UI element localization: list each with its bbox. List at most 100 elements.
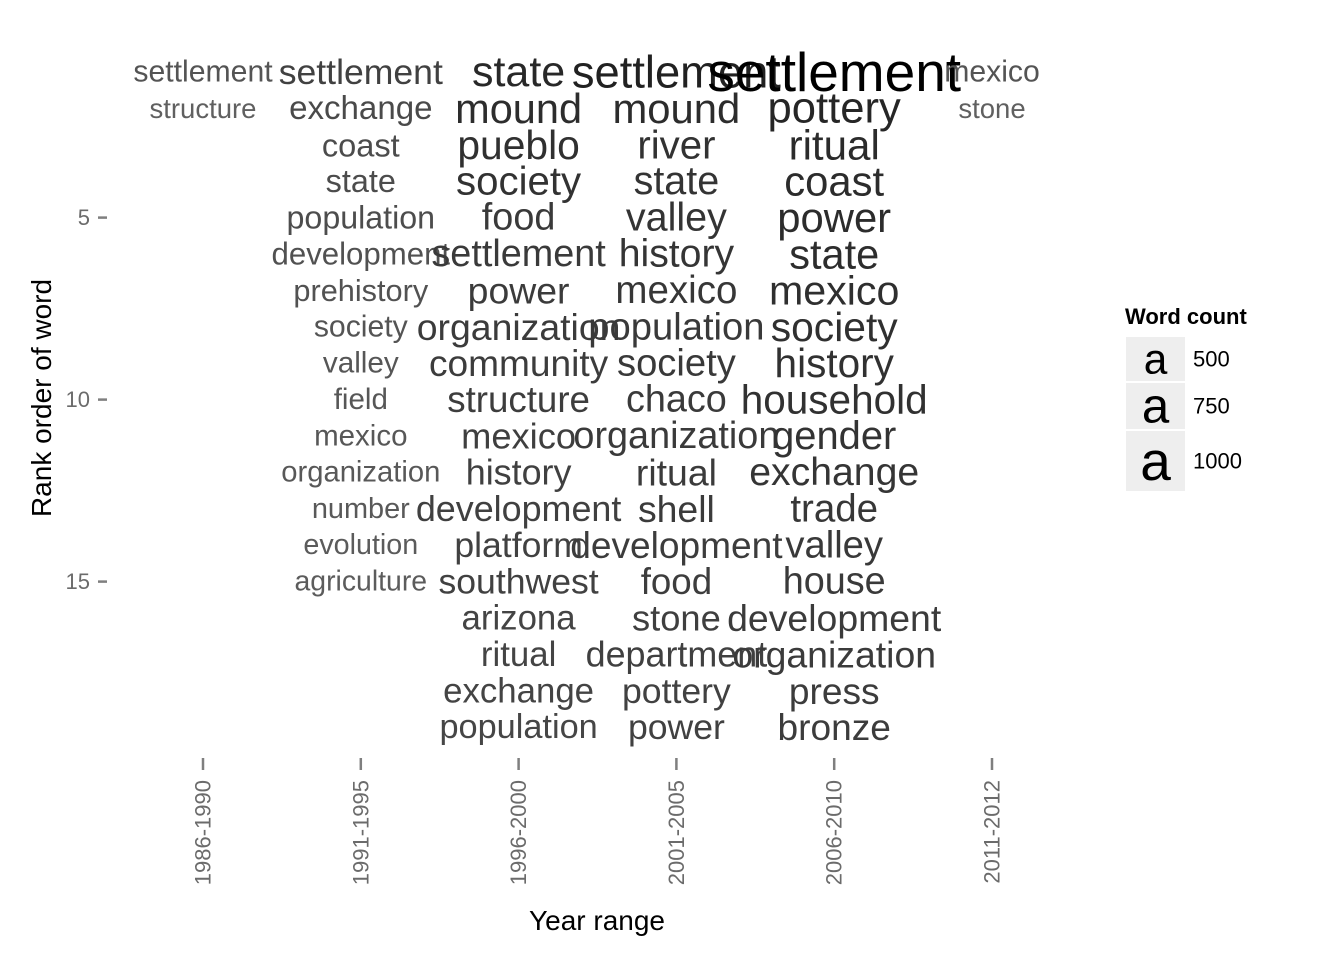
word-label: structure [150, 93, 257, 124]
word-label: power [468, 269, 570, 311]
word-label: power [777, 194, 891, 241]
word-label: pueblo [457, 122, 580, 168]
word-label: power [628, 707, 725, 747]
word-label: ritual [481, 635, 556, 674]
word-label: pottery [768, 84, 901, 132]
x-tick-label: 2011-2012 [980, 780, 1005, 884]
legend-glyph: a [1144, 336, 1168, 383]
words-layer: settlementstructuresettlementexchangecoa… [133, 41, 1039, 748]
word-label: valley [626, 196, 727, 240]
word-label: development [416, 489, 622, 529]
word-label: house [783, 561, 886, 603]
word-label: development [727, 597, 942, 639]
word-label: stone [632, 598, 721, 639]
word-label: exchange [749, 451, 919, 494]
word-label: field [334, 383, 388, 416]
word-label: history [775, 340, 895, 386]
word-label: pottery [622, 671, 731, 711]
word-label: settlement [431, 233, 606, 275]
word-label: state [472, 48, 565, 96]
y-axis: 5 10 15 [66, 205, 107, 594]
word-label: mound [612, 85, 740, 132]
word-label: platform [454, 525, 583, 565]
word-label: settlement [707, 41, 961, 103]
x-tick-label: 1991-1995 [348, 780, 373, 885]
legend-title: Word count [1125, 304, 1247, 329]
legend: Word count a 500 a 750 a 1000 [1125, 304, 1247, 492]
y-axis-title: Rank order of word [26, 279, 57, 517]
word-label: development [272, 237, 451, 272]
word-label: food [641, 561, 712, 602]
word-label: chaco [626, 379, 727, 421]
word-label: organization [281, 456, 440, 488]
word-label: mexico [461, 416, 576, 457]
word-label: exchange [443, 671, 594, 710]
word-label: arizona [462, 599, 577, 638]
x-tick-label: 1986-1990 [191, 780, 216, 885]
legend-glyph: a [1140, 430, 1171, 492]
word-label: population [588, 305, 764, 348]
x-tick-label: 2001-2005 [664, 780, 689, 885]
word-label: history [619, 233, 735, 276]
legend-key [1126, 431, 1185, 491]
word-label: mexico [944, 56, 1040, 89]
word-label: society [314, 310, 409, 343]
word-label: household [741, 377, 928, 423]
word-label: bronze [778, 706, 891, 748]
y-tick-label: 10 [66, 387, 90, 412]
x-axis: 1986-1990 1991-1995 1996-2000 2001-2005 2006… [191, 758, 1005, 885]
x-tick-label: 1996-2000 [506, 780, 531, 885]
legend-label: 1000 [1193, 449, 1242, 474]
word-label: ritual [636, 451, 717, 493]
word-label: department [586, 634, 768, 674]
y-tick-label: 5 [78, 205, 90, 230]
word-label: gender [772, 414, 896, 458]
legend-key [1126, 337, 1185, 381]
word-label: food [482, 197, 556, 239]
legend-glyph: a [1142, 379, 1170, 434]
word-label: structure [447, 379, 590, 420]
word-label: population [439, 708, 597, 746]
word-label: community [429, 342, 609, 384]
word-label: society [456, 159, 582, 204]
word-label: society [617, 342, 737, 385]
word-label: settlement [279, 52, 443, 92]
word-label: settlement [572, 47, 781, 98]
word-label: coast [322, 126, 400, 163]
word-label: coast [784, 158, 884, 205]
word-label: organization [417, 306, 621, 348]
legend-label: 750 [1193, 394, 1230, 419]
word-label: evolution [303, 529, 418, 561]
word-label: state [789, 231, 879, 278]
word-label: trade [790, 487, 878, 530]
word-label: population [287, 200, 436, 236]
word-label: agriculture [295, 566, 428, 598]
x-tick-label: 2006-2010 [822, 780, 847, 885]
word-label: mexico [314, 420, 407, 453]
word-label: society [771, 304, 899, 350]
word-label: history [466, 452, 572, 492]
word-label: river [637, 122, 715, 167]
word-label: state [634, 159, 720, 203]
word-label: organization [573, 415, 779, 457]
word-label: mexico [769, 267, 899, 313]
word-label: valley [785, 524, 884, 567]
word-label: organization [732, 633, 936, 675]
word-label: settlement [133, 56, 273, 89]
word-label: shell [638, 488, 715, 530]
word-label: ritual [789, 121, 880, 168]
word-label: valley [323, 347, 399, 380]
word-label: prehistory [293, 273, 428, 308]
word-label: exchange [289, 90, 432, 127]
y-tick-label: 15 [66, 569, 90, 594]
word-label: southwest [438, 562, 598, 602]
word-label: development [570, 524, 783, 566]
word-label: mound [455, 85, 582, 132]
legend-label: 500 [1193, 347, 1230, 372]
word-label: press [789, 670, 880, 712]
word-label: mexico [615, 269, 737, 312]
x-axis-title: Year range [529, 905, 665, 936]
word-label: state [326, 163, 396, 199]
word-label: stone [958, 93, 1025, 124]
